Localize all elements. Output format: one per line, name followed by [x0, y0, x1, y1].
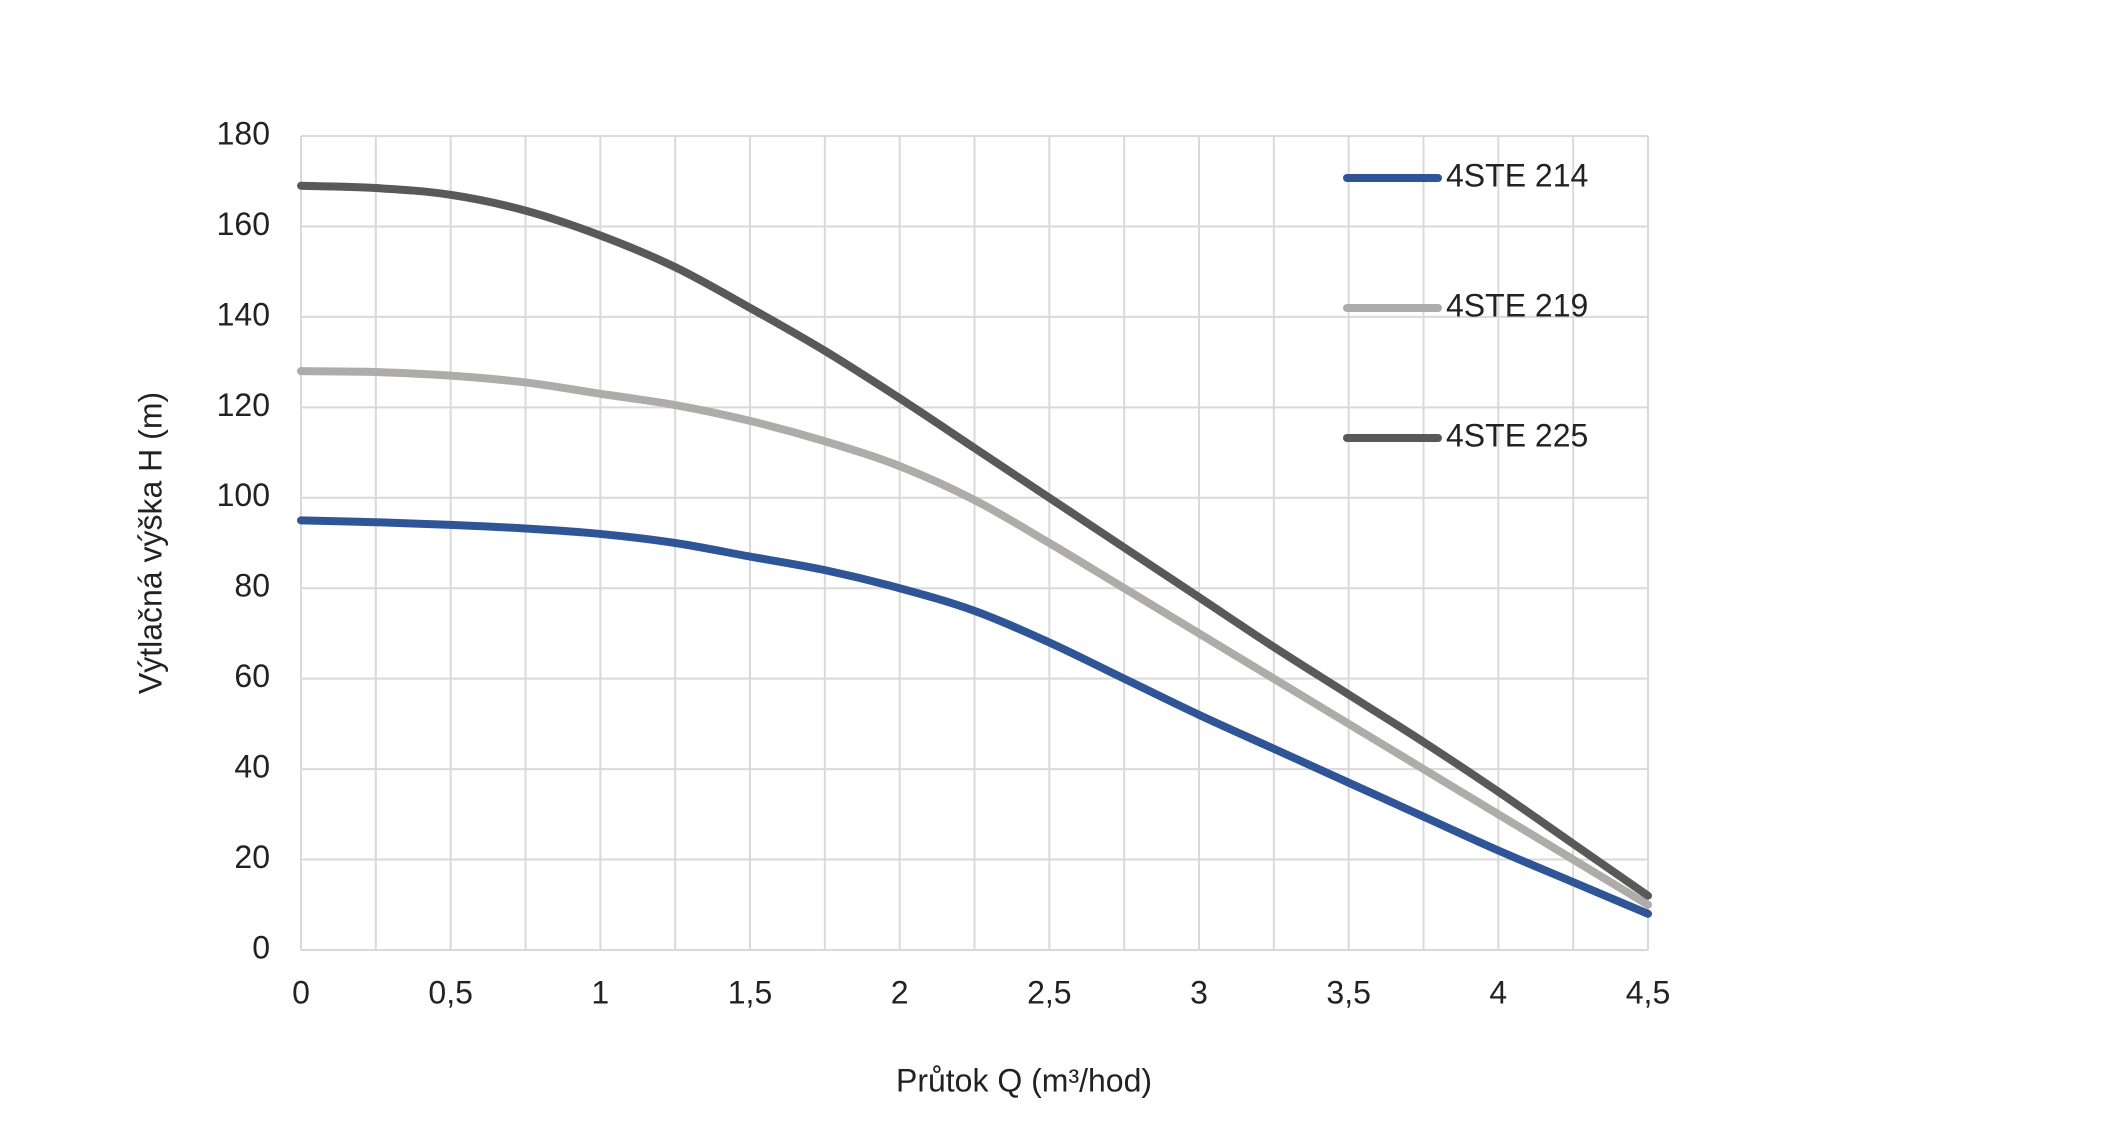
y-tick-label: 20 [234, 839, 270, 875]
x-axis-title: Průtok Q (m³/hod) [896, 1062, 1152, 1098]
y-tick-label: 120 [217, 387, 270, 423]
y-tick-label: 0 [252, 929, 270, 965]
y-tick-label: 140 [217, 296, 270, 332]
series-line [297, 181, 1652, 900]
x-tick-label: 3 [1190, 974, 1208, 1010]
x-tick-label: 1 [591, 974, 609, 1010]
series-line [297, 516, 1652, 918]
legend-label: 4STE 219 [1446, 287, 1588, 323]
x-tick-label: 2 [891, 974, 909, 1010]
x-tick-label: 4 [1489, 974, 1507, 1010]
y-tick-label: 80 [234, 568, 270, 604]
legend-label: 4STE 214 [1446, 157, 1588, 193]
x-tick-label: 0 [292, 974, 310, 1010]
x-tick-label: 4,5 [1626, 974, 1670, 1010]
y-tick-label: 180 [217, 115, 270, 151]
legend-label: 4STE 225 [1446, 417, 1588, 453]
series-line [297, 367, 1652, 909]
y-tick-label: 100 [217, 477, 270, 513]
y-axis-title: Výtlačná výška H (m) [132, 392, 168, 694]
x-tick-label: 0,5 [428, 974, 472, 1010]
y-tick-label: 60 [234, 658, 270, 694]
y-tick-label: 40 [234, 749, 270, 785]
x-tick-label: 1,5 [728, 974, 772, 1010]
x-tick-label: 2,5 [1027, 974, 1071, 1010]
y-tick-label: 160 [217, 206, 270, 242]
x-tick-label: 3,5 [1326, 974, 1370, 1010]
